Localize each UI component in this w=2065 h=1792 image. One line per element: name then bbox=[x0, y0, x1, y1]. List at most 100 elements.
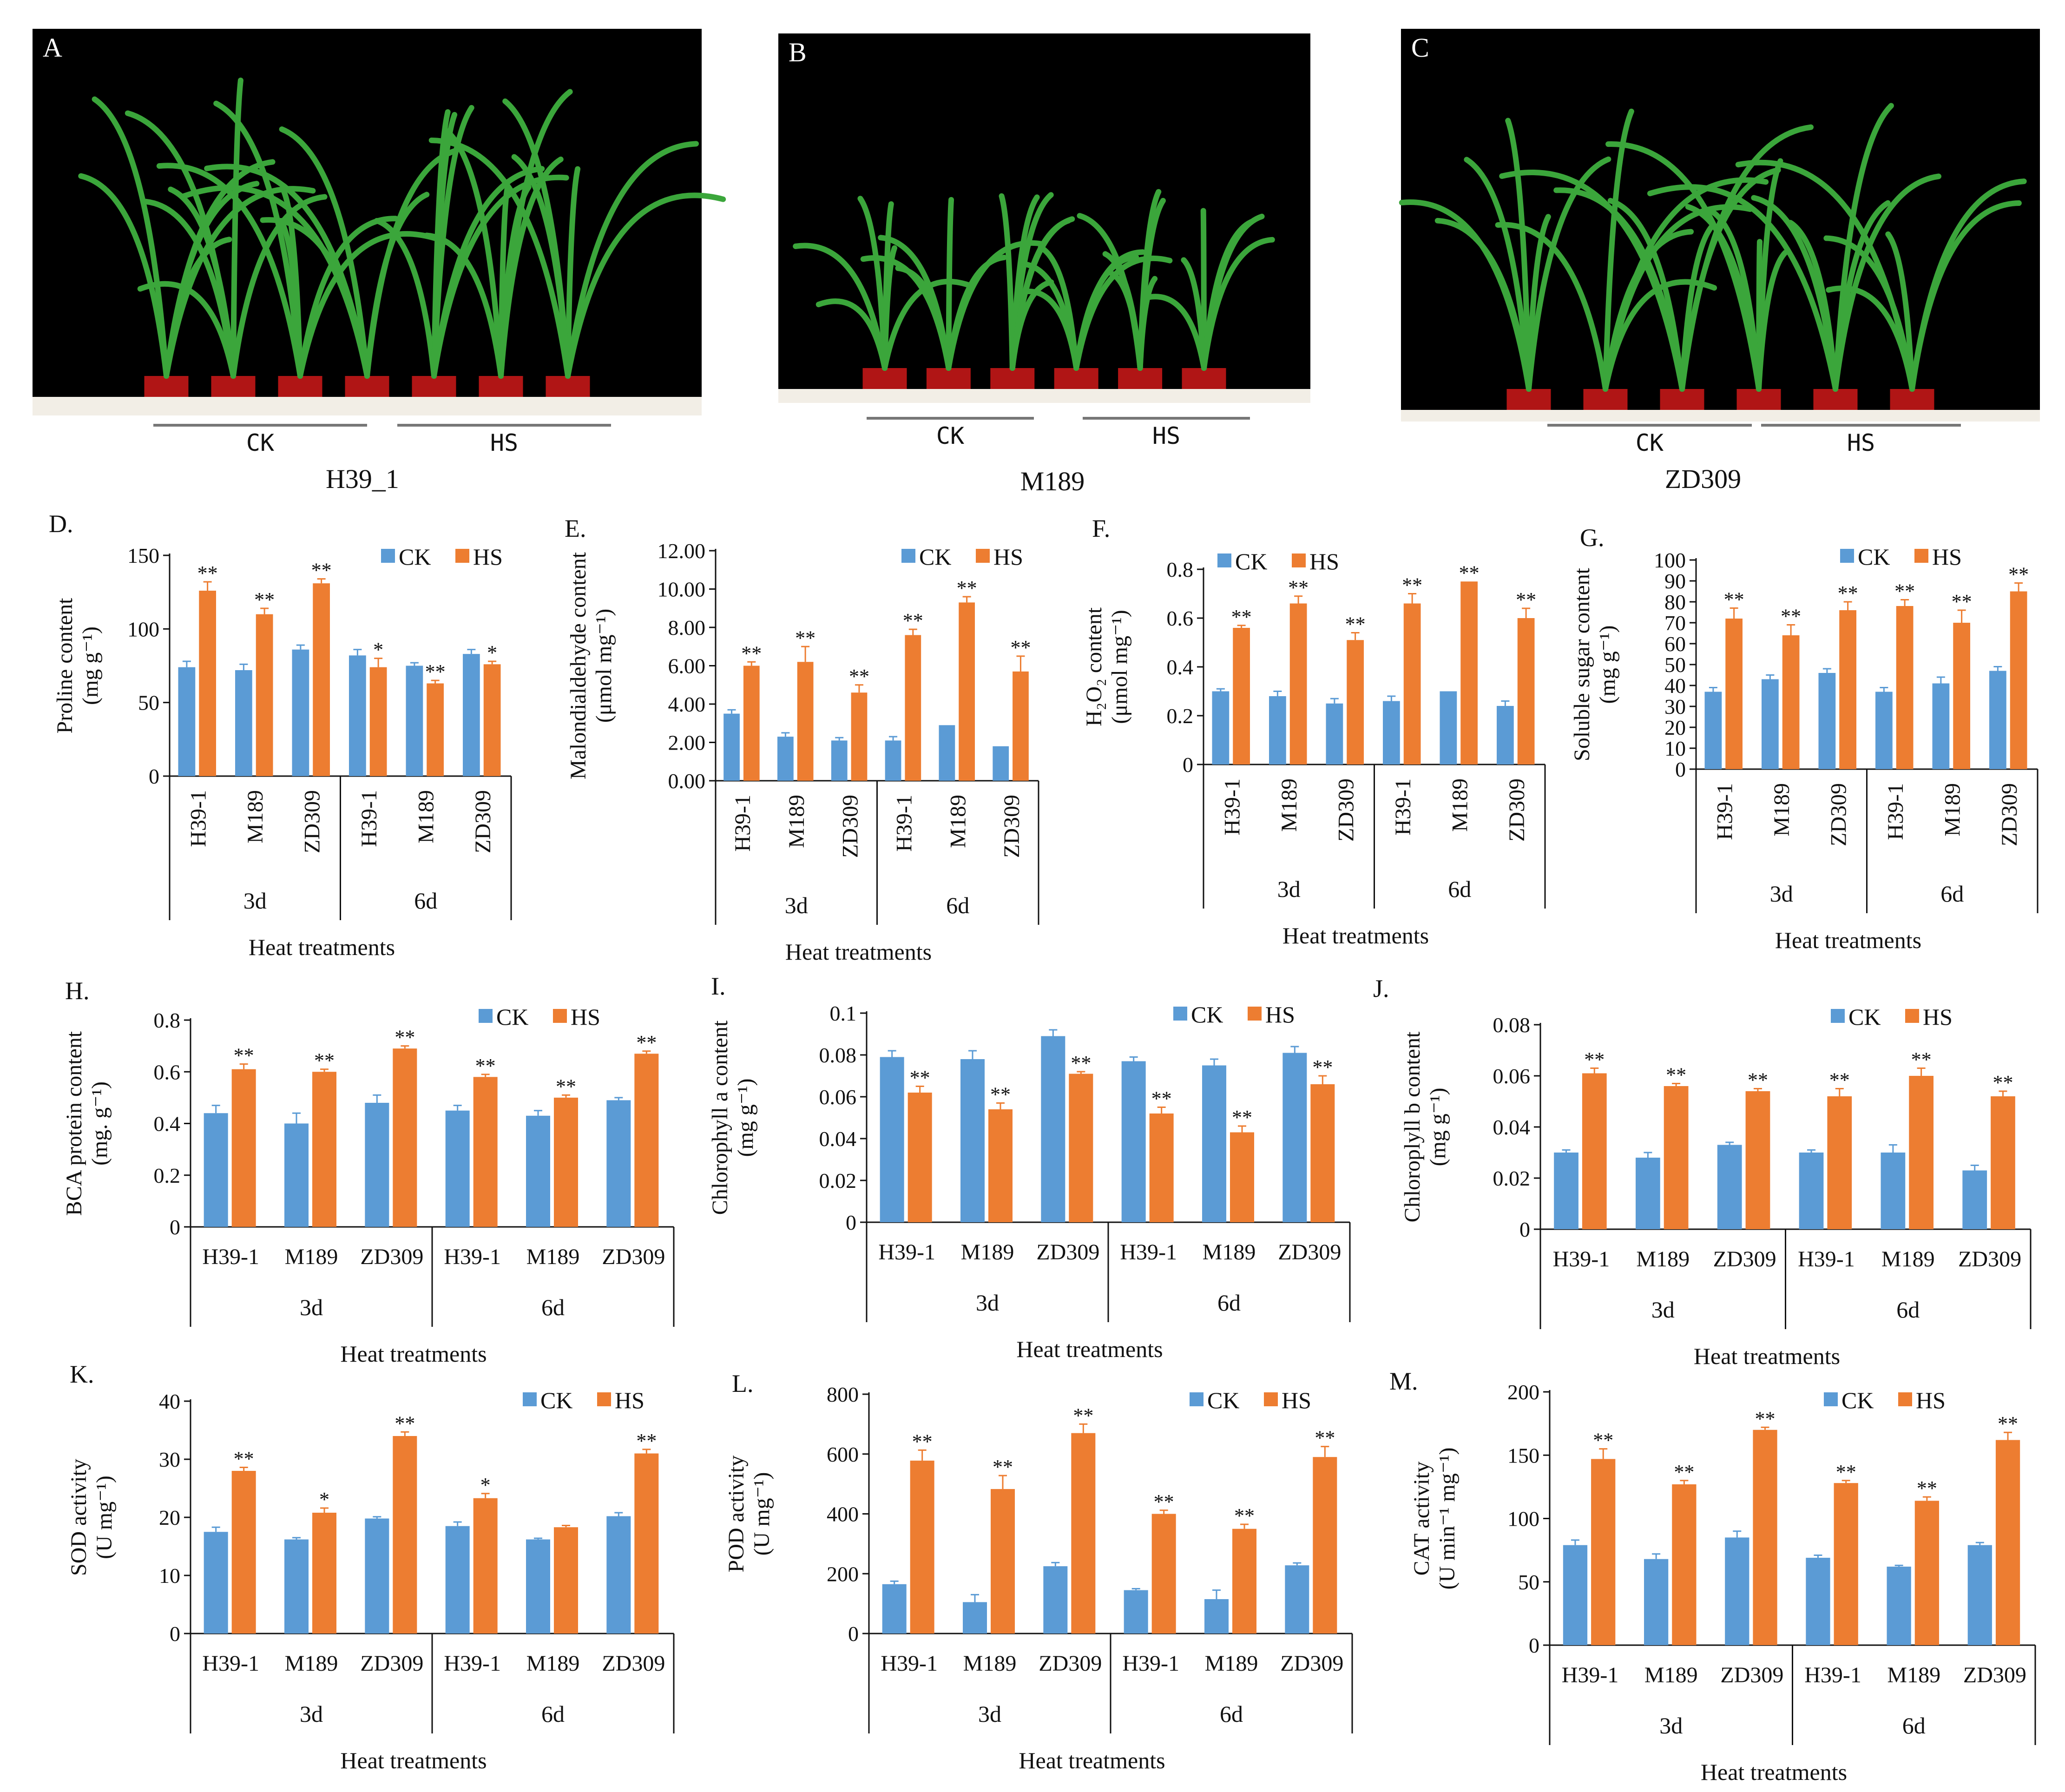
group-label: 6d bbox=[1896, 1297, 1920, 1323]
panel-letter: M. bbox=[1389, 1367, 1418, 1395]
bar-ck bbox=[1204, 1599, 1229, 1634]
legend: CK HS bbox=[1217, 548, 1339, 574]
legend-swatch-hs bbox=[1264, 1392, 1278, 1406]
y-tick-label: 0.02 bbox=[1493, 1166, 1531, 1190]
photo-caption: ZD309 bbox=[1665, 464, 1741, 494]
bar-hs bbox=[427, 683, 444, 776]
group-label: 6d bbox=[541, 1701, 565, 1727]
plant-pot bbox=[1118, 368, 1163, 389]
y-tick-label: 0 bbox=[170, 1622, 180, 1646]
significance-marker: ** bbox=[234, 1044, 254, 1067]
plant-leaf bbox=[511, 154, 571, 379]
panel-letter: E. bbox=[565, 514, 586, 542]
plant-leaf bbox=[1685, 204, 1762, 392]
plant-pot bbox=[144, 376, 189, 397]
bar-ck bbox=[939, 725, 955, 781]
photo-panel-C: C CK HS ZD309 bbox=[1399, 29, 2040, 494]
significance-marker: ** bbox=[1151, 1087, 1172, 1110]
x-tick-label: M189 bbox=[961, 1240, 1014, 1265]
chart-panel-E: E. 0.00 2.00 4.00 6.00 8.00 10.00 12.00 Malondia… bbox=[565, 514, 1039, 965]
bar-ck bbox=[204, 1532, 228, 1634]
y-axis-title: BCA protein content bbox=[62, 1031, 86, 1216]
bar-hs bbox=[1582, 1073, 1607, 1229]
plant-leaf bbox=[1756, 250, 1788, 392]
bar-hs bbox=[1914, 1501, 1939, 1645]
bar-hs bbox=[1289, 603, 1307, 764]
bar-hs bbox=[231, 1069, 256, 1227]
legend-swatch-ck bbox=[1840, 549, 1854, 563]
bar-hs bbox=[1953, 623, 1970, 769]
group-label: 6d bbox=[1448, 876, 1471, 902]
plant-leaf bbox=[92, 96, 169, 379]
plant-leaf bbox=[374, 217, 437, 379]
y-axis-title: Soluble sugar content bbox=[1570, 567, 1594, 761]
legend-swatch-hs bbox=[1898, 1392, 1912, 1406]
panel-letter: F. bbox=[1092, 514, 1110, 542]
y-tick-label: 0.6 bbox=[1167, 606, 1194, 630]
legend-swatch-ck bbox=[1824, 1392, 1838, 1406]
legend-label-ck: CK bbox=[919, 544, 951, 570]
y-tick-label: 200 bbox=[827, 1562, 859, 1586]
group-label: 6d bbox=[1217, 1290, 1241, 1316]
y-tick-label: 70 bbox=[1664, 611, 1686, 635]
significance-marker: ** bbox=[395, 1026, 415, 1049]
bar-hs bbox=[1991, 1096, 2015, 1229]
x-tick-label: H39-1 bbox=[202, 1651, 259, 1676]
y-tick-label: 0.02 bbox=[819, 1169, 857, 1192]
x-tick-label: H39-1 bbox=[1798, 1247, 1855, 1272]
plant-pot bbox=[479, 376, 523, 397]
y-axis-unit: (μmol mg⁻¹) bbox=[1107, 610, 1132, 724]
legend-label-hs: HS bbox=[1309, 548, 1339, 574]
y-tick-label: 0.2 bbox=[154, 1164, 181, 1187]
y-axis-title: Malondialdehyde content bbox=[566, 552, 591, 779]
x-tick-label: M189 bbox=[1769, 783, 1794, 837]
x-axis-title: Heat treatments bbox=[785, 939, 932, 965]
y-tick-label: 0.00 bbox=[668, 769, 706, 793]
significance-marker: ** bbox=[1154, 1490, 1174, 1513]
plant-leaf bbox=[1201, 213, 1265, 371]
x-tick-label: M189 bbox=[1636, 1247, 1690, 1272]
bar-ck bbox=[1326, 703, 1343, 764]
y-tick-label: 90 bbox=[1664, 569, 1686, 593]
bar-hs bbox=[1313, 1457, 1337, 1634]
y-axis-title: POD activity bbox=[724, 1456, 749, 1573]
y-tick-label: 0.2 bbox=[1167, 704, 1194, 728]
legend: CK HS bbox=[381, 544, 503, 570]
y-axis-title: CAT activity bbox=[1409, 1462, 1434, 1576]
y-axis-title: Chlorophyll a content bbox=[708, 1020, 732, 1215]
group-label: 3d bbox=[1277, 876, 1301, 902]
chart-panel-J: J. 0 0.02 0.04 0.06 0.08 Chloroplyll b content… bbox=[1373, 975, 2032, 1369]
plant-pot bbox=[1054, 368, 1098, 389]
bar-ck bbox=[831, 740, 848, 781]
y-axis-unit: (U min⁻¹ mg⁻¹) bbox=[1435, 1447, 1460, 1589]
plant-leaf bbox=[428, 137, 571, 379]
x-tick-label: H39-1 bbox=[1120, 1240, 1177, 1265]
x-tick-label: ZD309 bbox=[1963, 1663, 2026, 1687]
bar-hs bbox=[2010, 591, 2027, 769]
significance-marker: ** bbox=[1666, 1064, 1686, 1087]
bar-ck bbox=[1636, 1158, 1660, 1229]
x-axis-title: Heat treatments bbox=[1701, 1759, 1847, 1785]
y-tick-label: 0.4 bbox=[154, 1112, 181, 1136]
bar-ck bbox=[284, 1539, 309, 1634]
significance-marker: ** bbox=[910, 1067, 930, 1089]
x-tick-label: ZD309 bbox=[360, 1245, 423, 1269]
bar-ck bbox=[723, 713, 740, 781]
bar-ck bbox=[1497, 706, 1514, 764]
plant-pot bbox=[1736, 389, 1781, 410]
panel-letter-A: A bbox=[43, 33, 62, 63]
y-axis-unit: (mg g⁻¹) bbox=[78, 626, 103, 705]
panel-letter: K. bbox=[70, 1360, 94, 1388]
bar-hs bbox=[473, 1077, 498, 1227]
bar-ck bbox=[606, 1516, 631, 1634]
bar-hs bbox=[1517, 618, 1535, 764]
bar-ck bbox=[1704, 692, 1722, 769]
panel-letter-B: B bbox=[789, 37, 807, 67]
legend-label-ck: CK bbox=[399, 544, 431, 570]
bar-hs bbox=[1069, 1074, 1093, 1222]
y-tick-label: 0 bbox=[170, 1215, 180, 1239]
x-tick-label: H39-1 bbox=[1553, 1247, 1610, 1272]
bar-ck bbox=[1806, 1557, 1830, 1645]
x-tick-label: ZD309 bbox=[1505, 778, 1529, 842]
